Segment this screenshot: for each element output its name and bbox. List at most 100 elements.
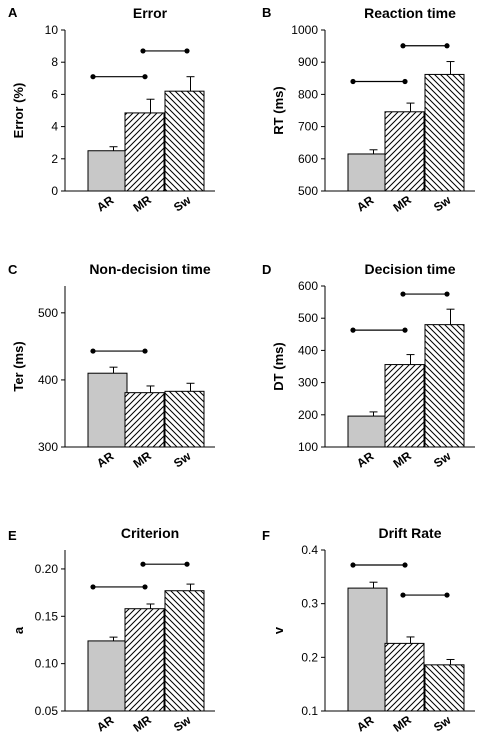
significance-dot [350,78,356,85]
y-tick-label: 2 [51,152,58,166]
chart-panel-b: B Reaction time RT (ms) 500 600 700 800 900 1000… [262,5,475,215]
x-tick-label: Sw [171,449,194,471]
panel-letter: B [262,5,271,20]
y-tick-label: 600 [298,279,318,293]
y-tick-label: 0.20 [35,562,59,576]
y-tick-label: 0 [51,184,58,198]
significance-dot [142,74,148,80]
chart-panel-d: D Decision time DT (ms) 100 200 300 400 500 600 A… [262,261,475,471]
bar-sw [424,324,465,448]
y-tick-label: 500 [38,306,58,320]
bar-sw [164,390,205,448]
significance-dot [140,561,146,567]
x-tick-label: MR [131,448,155,470]
bar-ar [347,153,388,192]
significance-dot [444,291,450,297]
y-tick-label: 500 [298,311,318,325]
bar-mr [124,608,165,712]
y-tick-label: 800 [298,87,318,101]
y-tick-label: 700 [298,120,318,134]
x-tick-label: AR [94,713,117,735]
significance-dot [444,43,450,49]
y-tick-label: 0.05 [35,704,59,718]
bar-mr [384,642,425,712]
significance-dot [400,592,406,598]
chart-title: Criterion [121,525,179,541]
y-tick-label: 4 [51,120,58,134]
bar-ar [87,640,128,712]
y-tick-label: 8 [51,55,58,69]
y-tick-label: 0.1 [301,704,318,718]
bar-mr [384,364,425,448]
x-tick-label: AR [354,193,377,215]
y-tick-label: 1000 [291,23,318,37]
x-tick-label: Sw [431,713,454,735]
y-tick-label: 300 [298,376,318,390]
chart-panel-f: F Drift Rate v 0.1 0.2 0.3 0.4 AR MR Sw [262,525,475,735]
x-tick-label: AR [354,449,377,471]
y-tick-label: 500 [298,184,318,198]
significance-dot [350,562,356,568]
panel-letter: A [8,5,18,20]
y-axis-label: a [11,626,26,634]
significance-dot [142,584,148,590]
significance-dot [402,327,408,333]
x-tick-label: Sw [431,193,454,215]
chart-title: Decision time [364,261,455,277]
x-tick-label: MR [391,712,415,734]
chart-panel-e: E Criterion a 0.05 0.10 0.15 0.20 AR MR Sw [8,525,215,735]
x-tick-label: MR [131,192,155,214]
x-tick-label: AR [94,449,117,471]
x-tick-label: Sw [431,449,454,471]
panel-letter: C [8,262,18,277]
bar-mr [384,111,425,192]
y-tick-label: 900 [298,55,318,69]
y-tick-label: 600 [298,152,318,166]
significance-dot [400,291,406,297]
bar-ar [87,372,128,448]
y-axis-label: DT (ms) [271,342,286,390]
bar-sw [424,73,465,192]
significance-dot [402,78,408,85]
bar-mr [124,392,165,448]
y-tick-label: 100 [298,440,318,454]
significance-dot [184,48,190,54]
significance-dot [400,43,406,49]
x-tick-label: MR [391,448,415,470]
bar-sw [424,664,465,712]
significance-dot [90,74,96,80]
panel-letter: E [8,528,17,543]
y-axis-label: Error (%) [11,83,26,139]
y-tick-label: 0.4 [301,543,318,557]
x-tick-label: AR [94,193,117,215]
panel-letter: D [262,262,271,277]
y-tick-label: 6 [51,87,58,101]
panel-letter: F [262,528,270,543]
significance-dot [140,48,146,54]
chart-panel-a: A Error Error (%) 0 2 4 6 8 10 AR MR Sw [8,5,215,215]
y-axis-label: RT (ms) [271,86,286,134]
chart-panel-c: C Non-decision time Ter (ms) 300 400 500 AR MR S… [8,261,215,471]
y-tick-label: 300 [38,440,58,454]
x-tick-label: MR [131,712,155,734]
y-tick-label: 0.3 [301,597,318,611]
y-tick-label: 0.10 [35,657,59,671]
y-axis-label: v [271,626,286,634]
significance-dot [90,348,96,354]
bar-sw [164,90,205,192]
y-tick-label: 200 [298,408,318,422]
x-tick-label: AR [354,713,377,735]
bar-sw [164,590,205,712]
significance-dot [350,327,356,333]
bar-ar [87,150,128,192]
y-tick-label: 10 [45,23,59,37]
bar-ar [347,415,388,448]
y-tick-label: 0.2 [301,650,318,664]
bar-mr [124,112,165,192]
significance-dot [444,592,450,598]
y-tick-label: 400 [38,373,58,387]
significance-dot [142,348,148,354]
chart-title: Reaction time [364,5,456,21]
y-tick-label: 400 [298,343,318,357]
